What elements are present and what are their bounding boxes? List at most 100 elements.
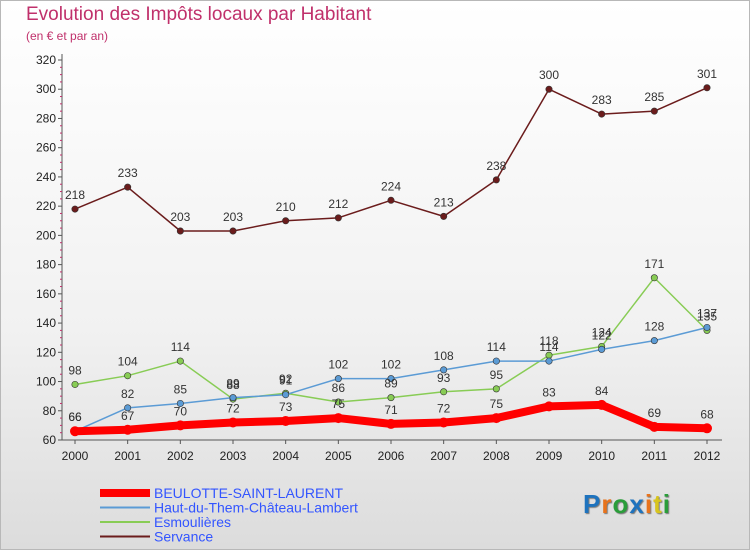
data-point: [598, 345, 606, 353]
y-tick-label: 320: [36, 53, 56, 67]
data-label: 210: [276, 200, 296, 214]
data-label: 233: [118, 166, 138, 180]
data-label: 114: [171, 340, 190, 354]
data-point: [70, 426, 80, 437]
legend-label: BEULOTTE-SAINT-LAURENT: [154, 485, 343, 501]
legend-label: Esmoulières: [154, 514, 231, 530]
data-point: [386, 418, 396, 429]
data-label: 114: [539, 340, 558, 354]
data-label: 104: [118, 355, 138, 369]
legend: BEULOTTE-SAINT-LAURENTHaut-du-Them-Châte…: [100, 485, 358, 545]
data-point: [229, 394, 237, 402]
x-tick-label: 2011: [641, 449, 667, 463]
x-tick-label: 2002: [167, 449, 194, 463]
data-label: 75: [490, 397, 504, 411]
data-label: 224: [381, 179, 401, 193]
x-tick-label: 2005: [325, 449, 352, 463]
data-point: [545, 85, 553, 93]
x-tick-label: 2003: [220, 449, 247, 463]
proxiti-logo: Proxiti: [583, 489, 671, 520]
data-label: 69: [648, 406, 662, 420]
data-point: [71, 380, 79, 388]
data-point: [334, 398, 342, 406]
logo-letter: o: [612, 489, 630, 519]
data-label: 85: [174, 382, 188, 396]
data-point: [596, 399, 607, 410]
x-tick-label: 2009: [536, 449, 563, 463]
data-label: 98: [68, 363, 82, 377]
data-point: [334, 214, 342, 222]
legend-label: Servance: [154, 529, 213, 545]
y-tick-label: 100: [36, 375, 56, 389]
x-tick-label: 2012: [694, 449, 721, 463]
data-label: 75: [332, 397, 346, 411]
data-point: [176, 227, 184, 235]
data-label: 88: [226, 378, 240, 392]
data-label: 128: [644, 320, 664, 334]
data-label: 218: [65, 188, 85, 202]
y-tick-label: 300: [36, 82, 56, 96]
data-label: 203: [170, 210, 190, 224]
x-tick-label: 2008: [483, 449, 510, 463]
data-label: 137: [697, 306, 717, 320]
data-label: 82: [121, 387, 135, 401]
data-label: 86: [332, 381, 346, 395]
data-label: 238: [486, 159, 506, 173]
data-label: 68: [700, 407, 714, 421]
series-lines: [70, 84, 712, 437]
data-label: 114: [487, 340, 506, 354]
data-point: [124, 183, 132, 191]
data-label: 122: [592, 328, 612, 342]
data-point: [492, 176, 500, 184]
logo-letter: t: [653, 489, 663, 519]
y-tick-label: 280: [36, 111, 56, 125]
data-point: [71, 205, 79, 213]
data-point: [598, 110, 606, 118]
data-point: [703, 84, 711, 92]
data-label: 72: [437, 401, 451, 415]
data-point: [544, 401, 554, 412]
data-point: [282, 217, 290, 225]
chart-subtitle: (en € et par an): [26, 29, 109, 43]
data-point: [491, 413, 502, 424]
chart-title: Evolution des Impôts locaux par Habitant: [26, 4, 372, 25]
data-point: [333, 413, 344, 424]
y-tick-label: 160: [36, 287, 56, 301]
y-tick-label: 260: [36, 141, 56, 155]
data-point: [702, 423, 712, 434]
data-label: 135: [697, 309, 717, 323]
y-tick-label: 240: [36, 170, 56, 184]
data-label: 203: [223, 210, 243, 224]
data-label: 102: [328, 358, 348, 372]
data-label: 72: [226, 401, 240, 415]
data-point: [387, 375, 395, 383]
data-label: 171: [644, 257, 664, 271]
y-tick-label: 80: [43, 404, 57, 418]
data-point: [545, 357, 553, 365]
data-label: 70: [174, 404, 188, 418]
logo-letter: P: [583, 489, 602, 519]
data-point: [387, 394, 395, 402]
data-point: [228, 417, 238, 428]
data-point: [387, 196, 395, 204]
data-point: [492, 385, 500, 393]
y-tick-label: 200: [36, 228, 56, 242]
data-label: 66: [68, 410, 82, 424]
data-label: 84: [595, 384, 609, 398]
y-tick-label: 140: [36, 316, 56, 330]
data-label: 301: [697, 67, 717, 81]
data-point: [492, 357, 500, 365]
logo-letter: i: [662, 489, 671, 519]
logo-letter: x: [629, 489, 645, 519]
data-label: 91: [279, 374, 293, 388]
data-point: [175, 420, 186, 431]
data-point: [122, 424, 133, 435]
data-label: 283: [592, 93, 612, 107]
y-tick-label: 60: [43, 433, 57, 447]
y-tick-label: 180: [36, 258, 56, 272]
logo-letter: i: [644, 489, 654, 519]
data-label: 124: [592, 325, 612, 339]
data-point: [280, 416, 291, 426]
